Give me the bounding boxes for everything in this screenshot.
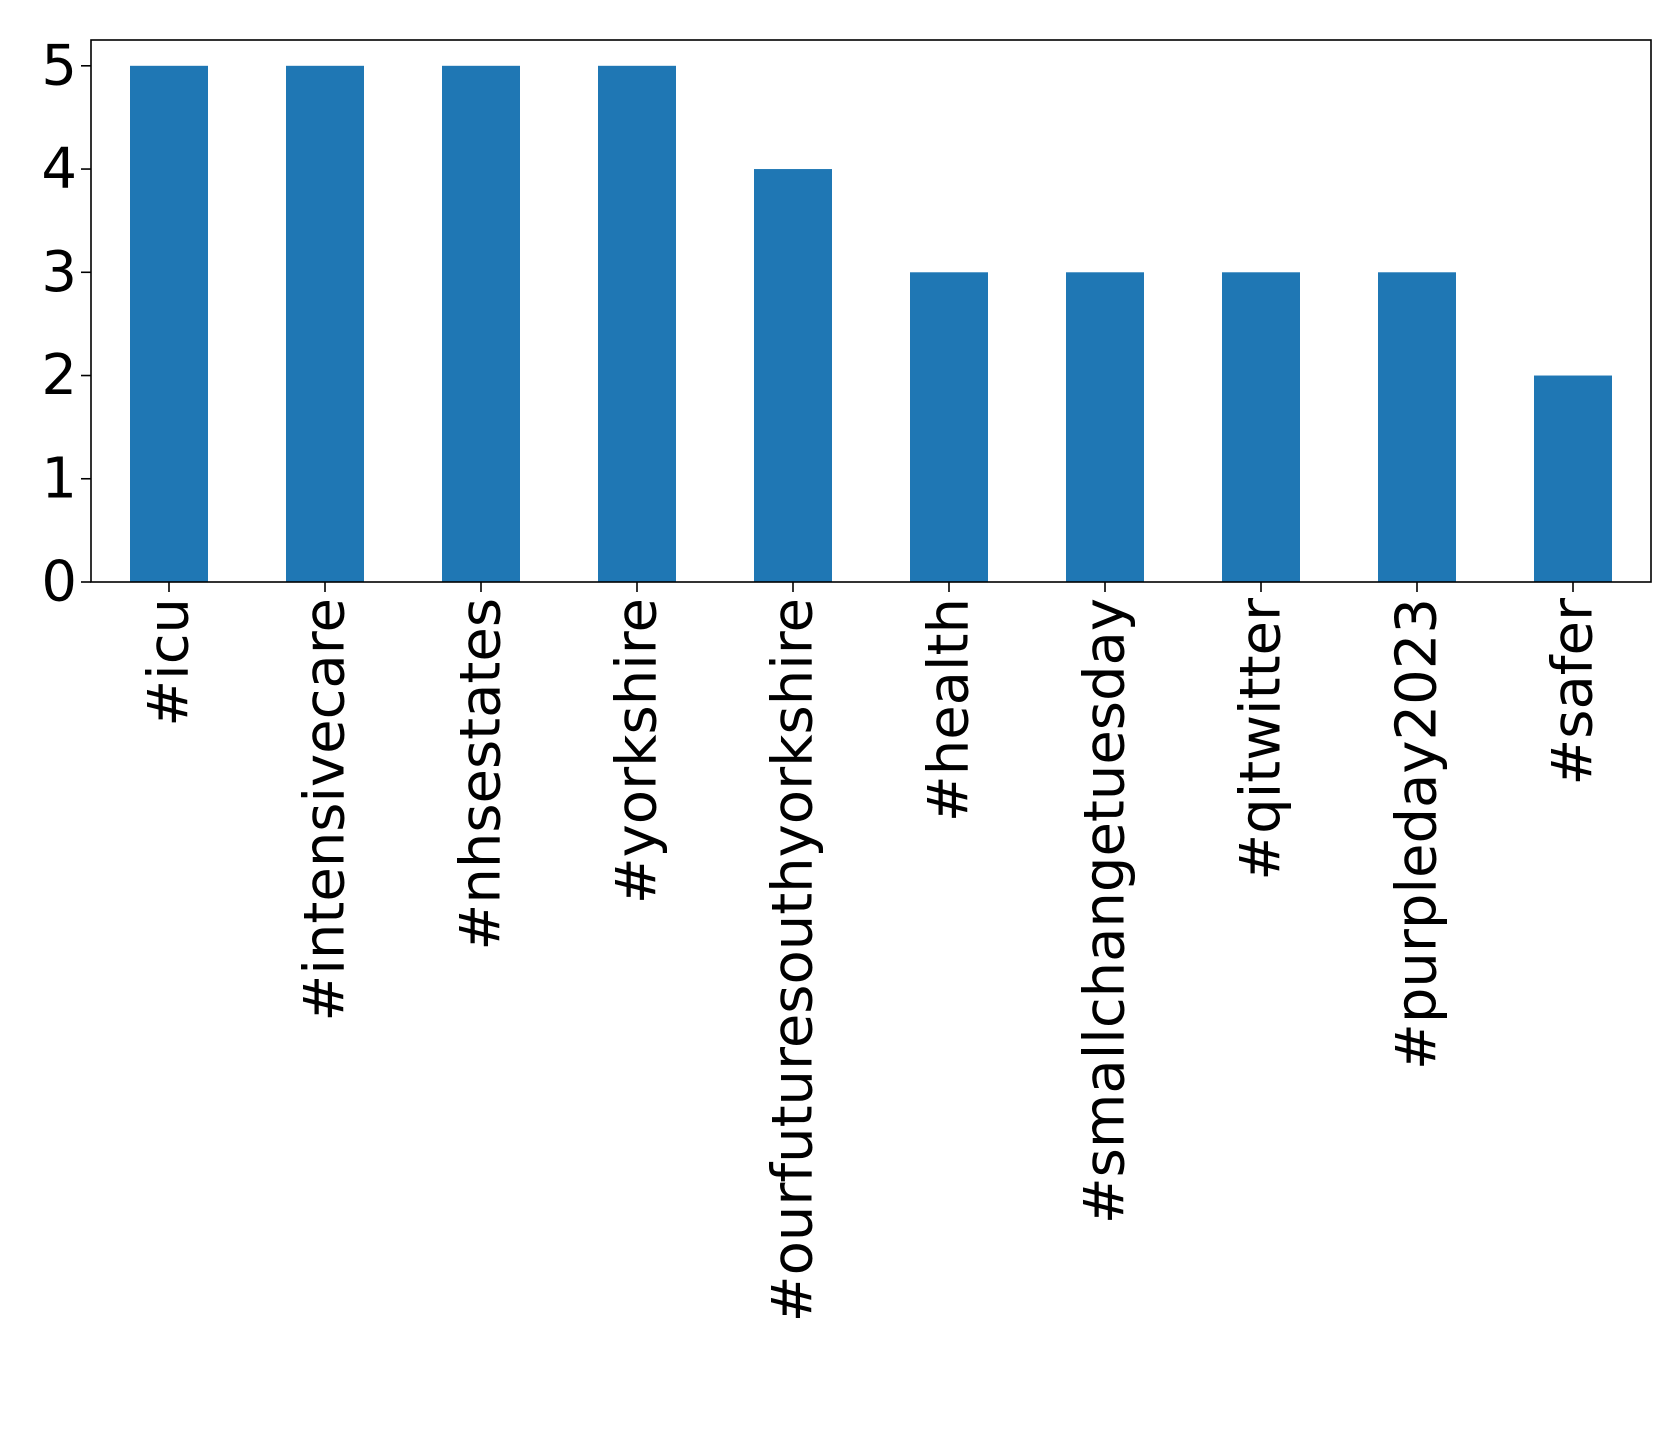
bar-4 (754, 169, 832, 583)
bars-layer (130, 65, 1612, 583)
bar-2 (442, 65, 520, 583)
x-tick-label: #safer (1541, 597, 1606, 786)
x-tick-label: #purpleday2023 (1385, 598, 1450, 1070)
y-tick-label: 5 (41, 33, 77, 98)
y-axis: 0 1 2 3 4 5 (41, 33, 91, 615)
bar-5 (910, 272, 988, 582)
bar-3 (598, 65, 676, 583)
bar-0 (130, 65, 208, 583)
bar-7 (1222, 272, 1300, 582)
x-tick-label: #yorkshire (605, 598, 670, 904)
y-tick-label: 0 (41, 550, 77, 615)
y-tick-label: 2 (41, 343, 77, 408)
x-tick-label: #nhsestates (449, 598, 514, 951)
y-tick-label: 1 (41, 446, 77, 511)
y-tick-label: 3 (41, 240, 77, 305)
x-tick-label: #smallchangetuesday (1073, 598, 1138, 1224)
bar-6 (1066, 272, 1144, 582)
x-tick-label: #qitwitter (1229, 597, 1294, 881)
plot-frame (90, 39, 1652, 583)
x-axis: #icu #intensivecare #nhsestates #yorkshire #… (137, 582, 1606, 1322)
x-tick-label: #health (917, 598, 982, 822)
y-tick-label: 4 (41, 137, 77, 202)
bar-1 (286, 65, 364, 583)
x-tick-label: #intensivecare (293, 598, 358, 1022)
x-tick-label: #icu (137, 598, 202, 727)
bar-9 (1534, 375, 1612, 582)
x-tick-label: #ourfuturesouthyorkshire (761, 598, 826, 1322)
bar-8 (1378, 272, 1456, 582)
